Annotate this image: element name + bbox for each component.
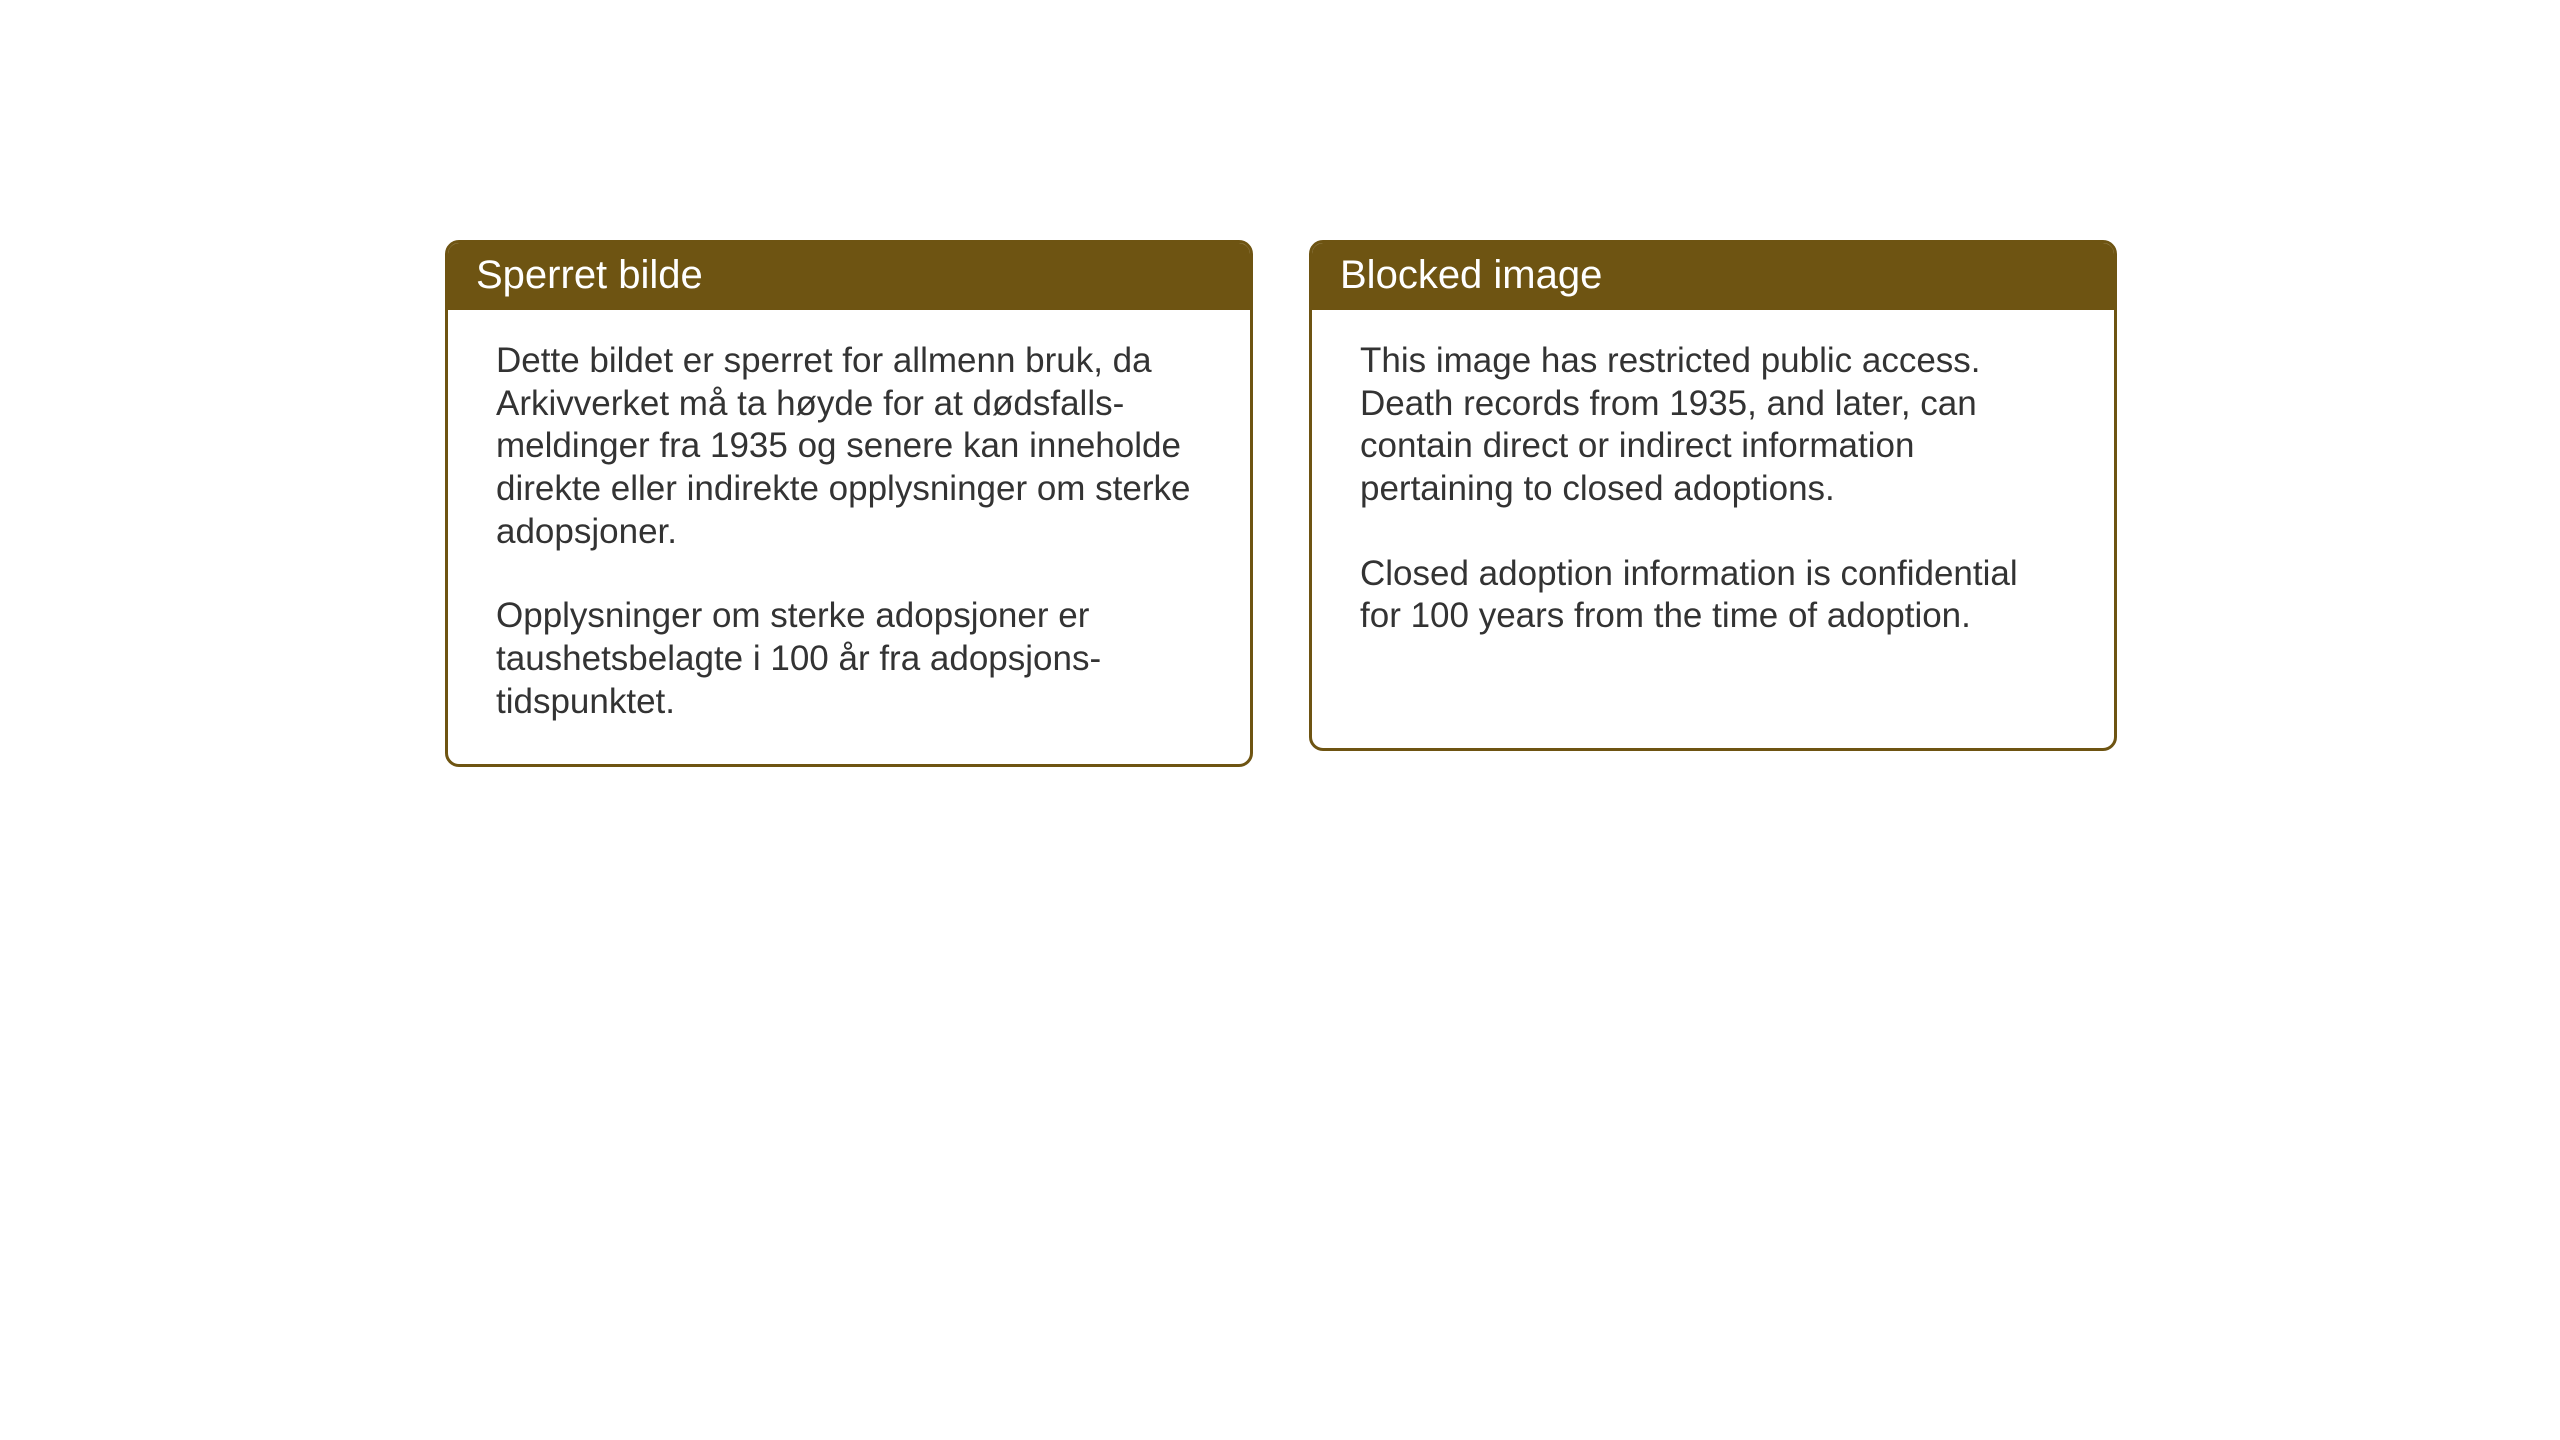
card-header-norwegian: Sperret bilde	[448, 243, 1250, 310]
card-body-norwegian: Dette bildet er sperret for allmenn bruk…	[448, 310, 1250, 764]
card-paragraph-english-2: Closed adoption information is confident…	[1360, 553, 2066, 638]
card-title-english: Blocked image	[1340, 253, 1602, 297]
card-norwegian: Sperret bilde Dette bildet er sperret fo…	[445, 240, 1253, 767]
card-header-english: Blocked image	[1312, 243, 2114, 310]
cards-container: Sperret bilde Dette bildet er sperret fo…	[445, 240, 2117, 767]
card-english: Blocked image This image has restricted …	[1309, 240, 2117, 751]
card-paragraph-norwegian-2: Opplysninger om sterke adopsjoner er tau…	[496, 595, 1202, 723]
card-body-english: This image has restricted public access.…	[1312, 310, 2114, 678]
card-paragraph-english-1: This image has restricted public access.…	[1360, 340, 2066, 511]
card-title-norwegian: Sperret bilde	[476, 253, 703, 297]
card-paragraph-norwegian-1: Dette bildet er sperret for allmenn bruk…	[496, 340, 1202, 553]
